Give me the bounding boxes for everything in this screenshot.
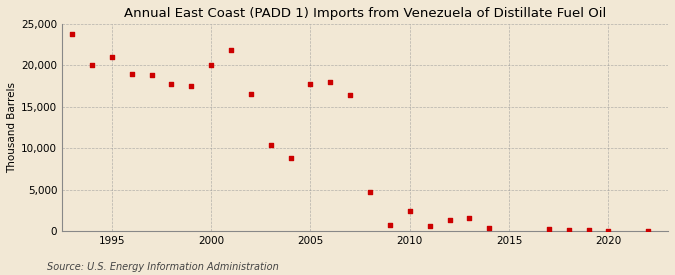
- Point: [86, 62, 97, 67]
- Point: [126, 72, 137, 76]
- Point: [425, 224, 435, 229]
- Point: [246, 92, 256, 97]
- Point: [166, 82, 177, 87]
- Point: [67, 32, 78, 36]
- Point: [225, 47, 236, 52]
- Point: [643, 229, 653, 233]
- Point: [107, 55, 117, 59]
- Point: [583, 228, 594, 233]
- Point: [146, 73, 157, 78]
- Point: [543, 227, 554, 231]
- Point: [603, 228, 614, 233]
- Point: [305, 82, 316, 87]
- Point: [404, 209, 415, 213]
- Point: [186, 84, 196, 88]
- Text: Source: U.S. Energy Information Administration: Source: U.S. Energy Information Administ…: [47, 262, 279, 272]
- Point: [564, 227, 574, 232]
- Point: [385, 223, 396, 228]
- Point: [345, 93, 356, 97]
- Point: [484, 226, 495, 230]
- Point: [325, 80, 335, 84]
- Title: Annual East Coast (PADD 1) Imports from Venezuela of Distillate Fuel Oil: Annual East Coast (PADD 1) Imports from …: [124, 7, 606, 20]
- Point: [364, 190, 375, 194]
- Point: [444, 217, 455, 222]
- Point: [464, 216, 475, 220]
- Point: [206, 63, 217, 68]
- Point: [285, 156, 296, 160]
- Point: [265, 143, 276, 147]
- Y-axis label: Thousand Barrels: Thousand Barrels: [7, 82, 17, 173]
